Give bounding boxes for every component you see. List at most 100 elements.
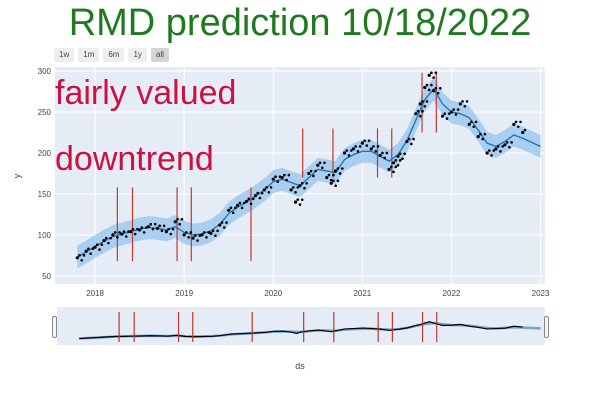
y-tick-label: 200 xyxy=(38,149,52,158)
actual-point xyxy=(514,120,518,124)
actual-point xyxy=(327,173,331,177)
actual-point xyxy=(374,150,378,153)
actual-point xyxy=(354,145,357,148)
actual-point xyxy=(490,154,493,157)
actual-point xyxy=(187,236,190,239)
actual-point xyxy=(300,181,304,185)
actual-point xyxy=(109,236,112,240)
actual-point xyxy=(516,125,520,129)
actual-point xyxy=(296,198,300,201)
actual-point xyxy=(332,173,335,177)
actual-point xyxy=(391,161,396,165)
actual-point xyxy=(120,232,124,236)
actual-point xyxy=(458,102,462,106)
actual-point xyxy=(341,167,344,170)
actual-point xyxy=(220,221,224,224)
actual-point xyxy=(253,193,258,198)
actual-points xyxy=(75,71,527,262)
actual-point xyxy=(116,236,119,239)
actual-point xyxy=(449,110,454,114)
actual-point xyxy=(421,109,424,113)
actual-point xyxy=(505,141,509,144)
actual-point xyxy=(383,156,386,160)
actual-point xyxy=(155,226,160,230)
range-button-1w[interactable]: 1w xyxy=(54,48,75,62)
actual-point xyxy=(91,247,95,251)
actual-point xyxy=(164,229,168,234)
actual-point xyxy=(113,231,117,234)
actual-point xyxy=(127,230,130,233)
actual-point xyxy=(320,166,324,170)
actual-point xyxy=(107,241,110,245)
actual-point xyxy=(405,139,409,144)
actual-point xyxy=(162,224,166,228)
actual-point xyxy=(365,144,369,147)
actual-point xyxy=(176,218,179,221)
actual-point xyxy=(403,152,406,156)
actual-point xyxy=(247,197,251,201)
actual-point xyxy=(225,221,228,224)
page-title: RMD prediction 10/18/2022 xyxy=(68,2,532,44)
actual-point xyxy=(307,171,311,176)
x-axis-label: ds xyxy=(295,361,305,371)
actual-point xyxy=(349,149,353,152)
actual-point xyxy=(414,112,418,116)
actual-point xyxy=(430,71,433,75)
actual-point xyxy=(485,151,489,155)
y-tick-label: 250 xyxy=(38,108,52,117)
actual-point xyxy=(416,109,420,113)
actual-point xyxy=(171,227,175,231)
actual-point xyxy=(499,150,502,153)
actual-point xyxy=(75,256,79,260)
actual-point xyxy=(396,163,400,167)
range-button-all[interactable]: all xyxy=(150,48,169,62)
actual-point xyxy=(298,203,302,206)
actual-point xyxy=(258,196,262,200)
actual-point xyxy=(456,108,460,111)
actual-point xyxy=(234,206,237,210)
actual-point xyxy=(474,120,478,124)
actual-point xyxy=(84,249,88,253)
range-slider-left-handle[interactable] xyxy=(52,316,57,338)
actual-point xyxy=(96,243,99,246)
x-axis-ticks: 2018 2019 2020 2021 2022 2023 xyxy=(86,289,550,298)
range-slider-right-handle[interactable] xyxy=(544,316,549,338)
range-button-6m[interactable]: 6m xyxy=(103,48,125,62)
actual-point xyxy=(214,234,217,237)
range-button-1y[interactable]: 1y xyxy=(128,48,147,62)
actual-point xyxy=(501,145,504,148)
actual-point xyxy=(160,229,164,233)
actual-point xyxy=(461,100,464,103)
actual-point xyxy=(434,86,438,90)
actual-point xyxy=(146,225,151,229)
actual-point xyxy=(452,108,455,111)
y-axis-ticks: 50 100 150 200 250 300 xyxy=(38,67,52,281)
actual-point xyxy=(133,232,137,236)
actual-point xyxy=(427,73,431,77)
actual-point xyxy=(463,105,467,108)
actual-point xyxy=(244,199,249,203)
y-tick-label: 50 xyxy=(42,272,51,281)
actual-point xyxy=(249,202,253,206)
actual-point xyxy=(87,247,90,251)
range-button-1m[interactable]: 1m xyxy=(78,48,100,62)
actual-point xyxy=(93,245,97,249)
y-axis-label: y xyxy=(12,173,22,178)
actual-point xyxy=(98,248,101,251)
actual-point xyxy=(443,112,447,115)
actual-point xyxy=(412,137,415,141)
actual-point xyxy=(167,227,170,231)
actual-point xyxy=(236,203,240,207)
actual-point xyxy=(467,122,471,126)
actual-point xyxy=(111,233,115,237)
actual-point xyxy=(169,232,173,236)
actual-point xyxy=(510,141,513,144)
actual-point xyxy=(267,190,271,194)
actual-point xyxy=(407,137,411,141)
actual-point xyxy=(314,169,317,173)
actual-point xyxy=(262,188,266,192)
actual-point xyxy=(300,198,304,201)
actual-point xyxy=(129,229,133,234)
actual-point xyxy=(100,243,104,246)
actual-point xyxy=(483,132,487,136)
